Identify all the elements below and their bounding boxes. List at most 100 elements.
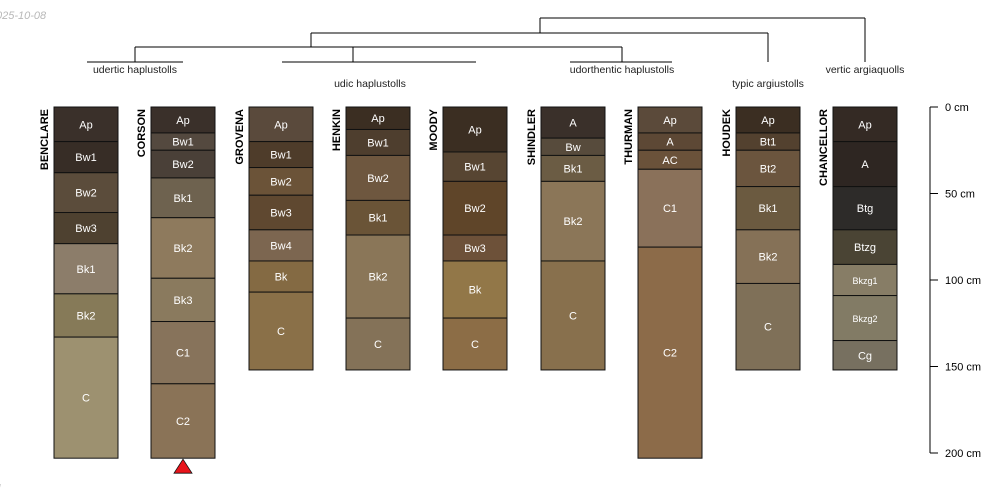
- horizon-label: Bw2: [270, 176, 291, 188]
- horizon-block: [53, 243, 119, 295]
- dendrogram: [87, 17, 866, 63]
- horizon-block: [53, 172, 119, 214]
- horizon-block: [735, 229, 801, 284]
- depth-axis: 0 cm 50 cm 100 cm 150 cm 200 cm: [929, 102, 981, 460]
- horizon-label: Bk3: [174, 295, 193, 307]
- horizon-label: Bk2: [369, 272, 388, 284]
- horizon-label: Bk: [275, 272, 288, 284]
- profile-name: HOUDEK: [721, 109, 733, 157]
- corner-mark: l: [0, 483, 1, 495]
- horizon-label: C2: [663, 348, 677, 360]
- horizon-block: [150, 277, 216, 323]
- horizon-label: Ap: [79, 119, 92, 131]
- horizon-label: Bk1: [369, 213, 388, 225]
- horizon-label: Bk1: [174, 193, 193, 205]
- horizon-label: C2: [176, 416, 190, 428]
- horizon-block: [248, 194, 314, 231]
- horizon-label: Bk2: [174, 243, 193, 255]
- horizon-label: Bk2: [564, 216, 583, 228]
- profile-houdek: Ap Bt1 Bt2 Bk1 Bk2 C HOUDEK: [721, 106, 801, 371]
- horizon-label: C: [82, 393, 90, 405]
- horizon-label: Ap: [663, 115, 676, 127]
- horizon-block: [442, 317, 508, 371]
- horizon-block: [832, 295, 898, 342]
- horizon-block: [248, 167, 314, 196]
- horizon-label: Bt2: [760, 163, 777, 175]
- profile-name: MOODY: [428, 108, 440, 150]
- horizon-label: Bk1: [759, 203, 778, 215]
- horizon-label: Ap: [176, 115, 189, 127]
- horizon-label: Ap: [371, 113, 384, 125]
- horizon-label: Bkzg2: [852, 314, 877, 324]
- depth-tick-label: 200 cm: [945, 448, 981, 460]
- horizon-block: [832, 141, 898, 188]
- horizon-label: Bw1: [75, 152, 96, 164]
- horizon-block: [442, 106, 508, 153]
- horizon-label: Bw: [565, 142, 580, 154]
- horizon-label: Bkzg1: [852, 276, 877, 286]
- profile-name: GROVENA: [234, 109, 246, 165]
- profile-name: HENKIN: [331, 109, 343, 151]
- horizon-label: Bw1: [172, 137, 193, 149]
- profile-thurman: Ap A AC C1 C2 THURMAN: [623, 106, 703, 459]
- depth-tick-label: 150 cm: [945, 362, 981, 374]
- horizon-label: A: [666, 137, 674, 149]
- horizon-block: [735, 149, 801, 188]
- group-labels: udertic haplustolls udic haplustolls udort…: [93, 64, 904, 90]
- horizon-block: [832, 340, 898, 371]
- corner-date: 025-10-08: [0, 10, 47, 22]
- horizon-label: Ap: [858, 119, 871, 131]
- horizon-block: [735, 186, 801, 231]
- horizon-block: [637, 246, 703, 459]
- horizon-block: [832, 263, 898, 297]
- horizon-label: Ap: [274, 119, 287, 131]
- horizon-block: [150, 106, 216, 134]
- horizon-label: C: [764, 322, 772, 334]
- horizon-block: [345, 317, 411, 371]
- horizon-label: C1: [176, 348, 190, 360]
- profile-name: THURMAN: [623, 109, 635, 165]
- horizon-label: C: [374, 339, 382, 351]
- horizon-label: Bw1: [367, 137, 388, 149]
- horizon-block: [150, 149, 216, 179]
- horizon-label: Bw2: [75, 188, 96, 200]
- horizon-label: Bw1: [270, 150, 291, 162]
- horizon-label: Bk2: [759, 252, 778, 264]
- horizon-label: Cg: [858, 350, 872, 362]
- depth-tick-label: 50 cm: [945, 189, 975, 201]
- group-label: typic argiustolls: [732, 78, 804, 90]
- soil-profiles: Ap Bw1 Bw2 Bw3 Bk1 Bk2 C BENCLARE Ap Bw1 Bw2 Bk1 Bk2…: [39, 106, 898, 474]
- profile-henkin: Ap Bw1 Bw2 Bk1 Bk2 C HENKIN: [331, 106, 411, 371]
- horizon-block: [53, 106, 119, 143]
- horizon-label: Bw2: [464, 203, 485, 215]
- horizon-block: [150, 383, 216, 459]
- horizon-block: [345, 128, 411, 156]
- horizon-block: [150, 217, 216, 279]
- horizon-block: [540, 180, 606, 262]
- profile-name: CORSON: [136, 109, 148, 157]
- horizon-block: [345, 234, 411, 319]
- horizon-label: C: [471, 339, 479, 351]
- horizon-label: Ap: [468, 124, 481, 136]
- horizon-label: Ap: [761, 115, 774, 127]
- horizon-label: Bw2: [172, 159, 193, 171]
- horizon-block: [248, 229, 314, 262]
- group-label: udertic haplustolls: [93, 64, 177, 76]
- horizon-block: [540, 260, 606, 371]
- horizon-block: [345, 154, 411, 201]
- horizon-block: [442, 180, 508, 236]
- horizon-label: Btg: [857, 203, 874, 215]
- profile-chancellor: Ap A Btg Btzg Bkzg1 Bkzg2 Cg CHANCELLOR: [818, 106, 898, 371]
- horizon-block: [53, 336, 119, 459]
- horizon-label: Bk1: [77, 264, 96, 276]
- horizon-block: [248, 141, 314, 169]
- horizon-label: A: [569, 118, 577, 130]
- horizon-label: Bw3: [464, 243, 485, 255]
- horizon-block: [150, 177, 216, 219]
- horizon-label: Bw4: [270, 240, 291, 252]
- horizon-block: [735, 282, 801, 371]
- profile-corson: Ap Bw1 Bw2 Bk1 Bk2 Bk3 C1 C2 CORSON: [136, 106, 216, 474]
- horizon-block: [442, 151, 508, 182]
- profile-moody: Ap Bw1 Bw2 Bw3 Bk C MOODY: [428, 106, 508, 371]
